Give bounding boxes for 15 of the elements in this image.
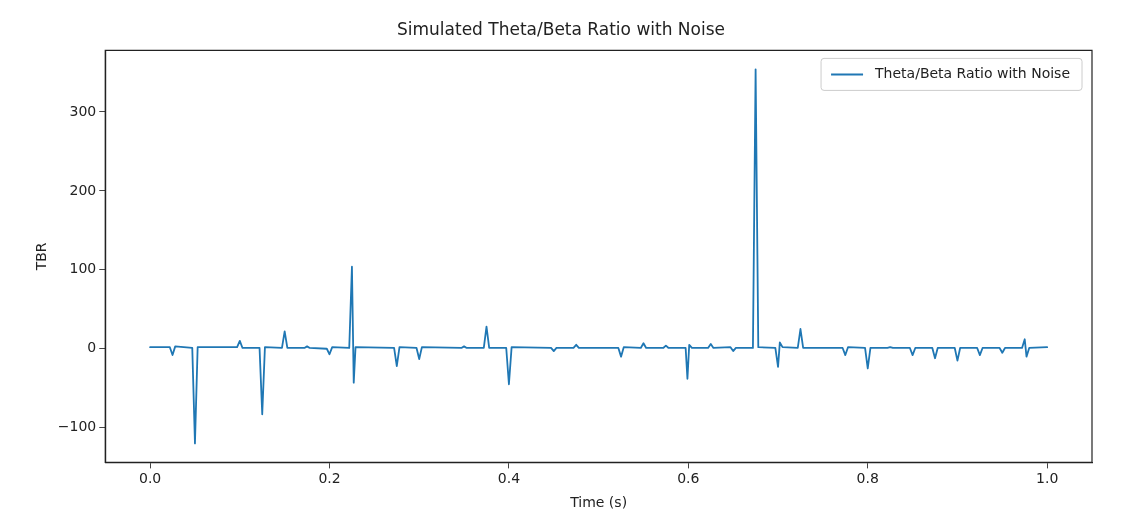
y-tick-label: 200	[69, 181, 97, 198]
y-tick-label: 100	[69, 260, 97, 277]
y-tick-label: −100	[57, 418, 97, 435]
x-axis-title: Time (s)	[569, 494, 628, 511]
y-tick-label: 0	[87, 339, 97, 356]
y-tick-label: 300	[69, 102, 97, 119]
y-axis-title: TBR	[33, 242, 50, 272]
x-tick-label: 0.4	[497, 470, 521, 487]
legend-label: Theta/Beta Ratio with Noise	[874, 65, 1071, 82]
x-tick-label: 1.0	[1036, 470, 1059, 487]
x-tick-label: 0.2	[318, 470, 341, 487]
chart-title: Simulated Theta/Beta Ratio with Noise	[396, 18, 726, 39]
x-tick-label: 0.0	[138, 470, 162, 487]
x-tick-label: 0.8	[856, 470, 879, 487]
x-tick-label: 0.6	[677, 470, 700, 487]
